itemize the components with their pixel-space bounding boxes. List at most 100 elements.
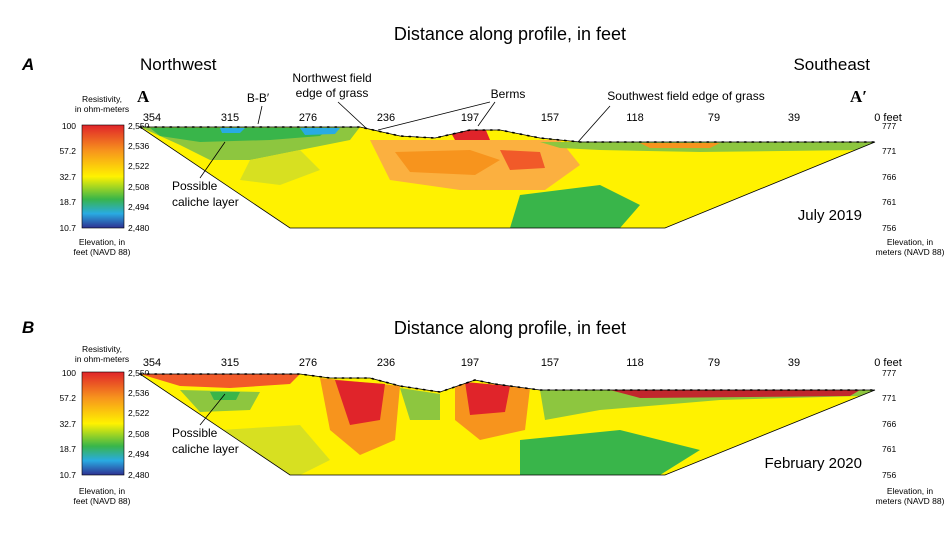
elevation-m-tick: 761 — [882, 197, 896, 207]
annotation-caliche: caliche layer — [172, 442, 239, 456]
distance-ticks: 354 315 276 236 197 157 118 79 39 0 feet — [143, 357, 902, 369]
leader-line — [377, 101, 491, 131]
panel-a: A Northwest Southeast A A′ 354 315 276 2… — [21, 55, 945, 257]
resistivity-section — [140, 374, 875, 475]
elevation-ft-tick: 2,550 — [128, 368, 150, 378]
panel-letter: B — [22, 318, 34, 337]
distance-tick: 315 — [221, 357, 239, 369]
leader-line — [199, 393, 226, 426]
resistivity-tick: 18.7 — [59, 444, 76, 454]
leader-line — [577, 105, 611, 143]
annotation-northwest-field: edge of grass — [296, 86, 369, 100]
figure-title: Distance along profile, in feet — [394, 24, 626, 44]
elevation-ft-tick: 2,550 — [128, 121, 150, 131]
resistivity-tick: 10.7 — [59, 470, 76, 480]
elevation-m-tick: 771 — [882, 146, 896, 156]
resistivity-tick: 57.2 — [59, 393, 76, 403]
panel-b: B Distance along profile, in feet 354 31… — [22, 318, 945, 506]
elevation-ft-tick: 2,508 — [128, 182, 150, 192]
elevation-ft-tick: 2,494 — [128, 449, 150, 459]
resistivity-tick: 32.7 — [59, 419, 76, 429]
resistivity-section — [140, 127, 875, 228]
surface-profile — [139, 126, 876, 143]
annotation-caliche: Possible — [172, 426, 218, 440]
resistivity-tick: 18.7 — [59, 197, 76, 207]
resistivity-label: in ohm-meters — [75, 104, 129, 114]
distance-tick: 0 feet — [874, 357, 902, 369]
annotation-caliche: Possible — [172, 179, 218, 193]
distance-tick: 354 — [143, 112, 161, 124]
annotation-caliche: caliche layer — [172, 195, 239, 209]
elevation-ft-tick: 2,494 — [128, 202, 150, 212]
elevation-ft-tick: 2,536 — [128, 141, 150, 151]
panel-date: July 2019 — [798, 207, 862, 224]
direction-northwest: Northwest — [140, 55, 217, 74]
leader-line — [477, 101, 496, 127]
resistivity-tick: 100 — [62, 121, 76, 131]
direction-southeast: Southeast — [793, 55, 870, 74]
color-bar — [81, 124, 125, 229]
color-bar — [81, 371, 125, 476]
elevation-m-tick: 777 — [882, 121, 896, 131]
elevation-ft-label: Elevation, in — [79, 237, 126, 247]
panel-title: Distance along profile, in feet — [394, 318, 626, 338]
elevation-ft-tick: 2,522 — [128, 408, 150, 418]
annotation-northwest-field: Northwest field — [292, 71, 371, 85]
panel-date: February 2020 — [764, 455, 862, 472]
elevation-m-tick: 756 — [882, 470, 896, 480]
resistivity-label: Resistivity, — [82, 344, 122, 354]
annotation-berms: Berms — [491, 87, 526, 101]
distance-tick: 39 — [788, 112, 800, 124]
elevation-ft-tick: 2,480 — [128, 470, 150, 480]
elevation-m-tick: 777 — [882, 368, 896, 378]
distance-tick: 315 — [221, 112, 239, 124]
distance-tick: 276 — [299, 357, 317, 369]
elevation-m-label: Elevation, in — [887, 486, 934, 496]
elevation-m-tick: 766 — [882, 419, 896, 429]
elevation-m-axis: 777 771 766 761 756 Elevation, in meters… — [876, 121, 945, 257]
distance-tick: 354 — [143, 357, 161, 369]
elevation-ft-tick: 2,536 — [128, 388, 150, 398]
distance-tick: 79 — [708, 112, 720, 124]
distance-tick: 79 — [708, 357, 720, 369]
elevation-m-label: Elevation, in — [887, 237, 934, 247]
resistivity-label: Resistivity, — [82, 94, 122, 104]
elevation-m-tick: 756 — [882, 223, 896, 233]
distance-tick: 0 feet — [874, 112, 902, 124]
elevation-ft-label: feet (NAVD 88) — [73, 496, 130, 506]
resistivity-tick: 57.2 — [59, 146, 76, 156]
distance-tick: 197 — [461, 357, 479, 369]
distance-tick: 236 — [377, 112, 395, 124]
elevation-ft-label: Elevation, in — [79, 486, 126, 496]
resistivity-tick: 100 — [62, 368, 76, 378]
distance-tick: 118 — [626, 112, 644, 124]
endpoint-a-prime: A′ — [850, 87, 867, 106]
leader-line — [257, 105, 263, 125]
resistivity-scale: Resistivity, in ohm-meters 100 57.2 32.7… — [59, 94, 149, 257]
resistivity-label: in ohm-meters — [75, 354, 129, 364]
leader-line — [199, 141, 226, 179]
elevation-ft-tick: 2,522 — [128, 161, 150, 171]
elevation-m-tick: 766 — [882, 172, 896, 182]
distance-tick: 39 — [788, 357, 800, 369]
distance-tick: 157 — [541, 112, 559, 124]
elevation-ft-tick: 2,508 — [128, 429, 150, 439]
distance-ticks: 354 315 276 236 197 157 118 79 39 0 feet — [143, 112, 902, 124]
resistivity-scale: Resistivity, in ohm-meters 100 57.2 32.7… — [59, 344, 149, 506]
distance-tick: 197 — [461, 112, 479, 124]
endpoint-a: A — [137, 87, 150, 106]
elevation-ft-label: feet (NAVD 88) — [73, 247, 130, 257]
elevation-m-label: meters (NAVD 88) — [876, 247, 945, 257]
annotation-southwest-field: Southwest field edge of grass — [607, 89, 764, 103]
leader-line — [337, 101, 367, 129]
resistivity-tick: 10.7 — [59, 223, 76, 233]
surface-profile — [139, 373, 876, 393]
distance-tick: 276 — [299, 112, 317, 124]
distance-tick: 157 — [541, 357, 559, 369]
elevation-ft-tick: 2,480 — [128, 223, 150, 233]
elevation-m-label: meters (NAVD 88) — [876, 496, 945, 506]
distance-tick: 118 — [626, 357, 644, 369]
elevation-m-tick: 761 — [882, 444, 896, 454]
panel-letter: A — [21, 55, 34, 74]
